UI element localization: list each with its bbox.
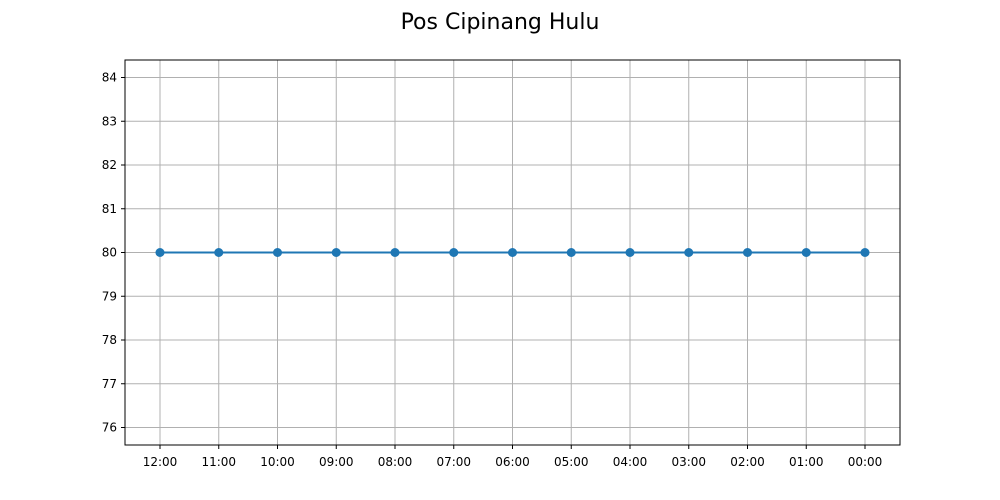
x-tick-label: 04:00 bbox=[613, 455, 648, 469]
data-point bbox=[155, 248, 165, 257]
x-tick-label: 07:00 bbox=[436, 455, 471, 469]
y-tick-label: 81 bbox=[102, 202, 117, 216]
y-tick-label: 80 bbox=[102, 246, 117, 260]
x-tick-label: 05:00 bbox=[554, 455, 589, 469]
data-point bbox=[331, 248, 341, 257]
series-layer bbox=[155, 248, 870, 257]
x-tick-label: 12:00 bbox=[143, 455, 178, 469]
plot-frame bbox=[124, 59, 901, 446]
chart-title: Pos Cipinang Hulu bbox=[401, 10, 600, 35]
data-point bbox=[684, 248, 694, 257]
data-point bbox=[390, 248, 400, 257]
axis-layer: 12:00 11:00 10:00 09:00 08:00 07:00 06:00 05:00… bbox=[102, 59, 901, 469]
x-tick-label: 11:00 bbox=[201, 455, 236, 469]
data-point bbox=[566, 248, 576, 257]
y-tick-label: 76 bbox=[102, 421, 117, 435]
x-tick-label: 08:00 bbox=[378, 455, 413, 469]
data-point bbox=[214, 248, 224, 257]
y-tick-label: 78 bbox=[102, 333, 117, 347]
data-point bbox=[743, 248, 752, 257]
data-point bbox=[508, 248, 517, 257]
y-tick-label: 82 bbox=[102, 158, 117, 172]
x-tick-label: 09:00 bbox=[319, 455, 354, 469]
y-tick-label: 84 bbox=[102, 71, 117, 85]
x-tick-label: 10:00 bbox=[260, 455, 295, 469]
y-tick-label: 83 bbox=[102, 114, 117, 128]
data-point bbox=[860, 248, 870, 257]
data-point bbox=[625, 248, 635, 257]
x-tick-label: 03:00 bbox=[671, 455, 706, 469]
data-point bbox=[449, 248, 459, 257]
data-point bbox=[273, 248, 282, 257]
x-tick-label: 02:00 bbox=[730, 455, 765, 469]
x-tick-label: 00:00 bbox=[848, 455, 883, 469]
x-tick-label: 01:00 bbox=[789, 455, 824, 469]
data-point bbox=[801, 248, 811, 257]
x-tick-label: 06:00 bbox=[495, 455, 530, 469]
y-tick-label: 77 bbox=[102, 377, 117, 391]
y-tick-label: 79 bbox=[102, 289, 117, 303]
